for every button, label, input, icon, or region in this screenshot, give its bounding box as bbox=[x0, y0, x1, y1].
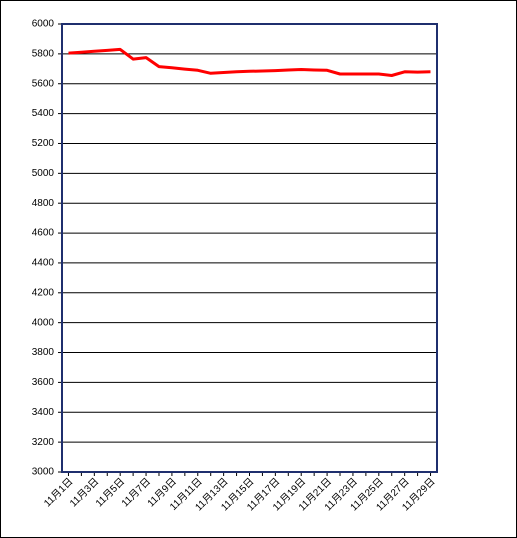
y-tick-label: 4400 bbox=[32, 258, 55, 269]
y-tick-label: 4600 bbox=[32, 228, 55, 239]
y-tick-label: 3800 bbox=[32, 347, 55, 358]
y-tick-label: 3200 bbox=[32, 437, 55, 448]
y-tick-label: 5000 bbox=[32, 168, 55, 179]
y-tick-label: 3600 bbox=[32, 377, 55, 388]
y-tick-label: 5600 bbox=[32, 78, 55, 89]
y-tick-label: 4800 bbox=[32, 198, 55, 209]
y-tick-label: 3000 bbox=[32, 467, 55, 478]
data-line bbox=[68, 47, 431, 77]
plot-area bbox=[62, 24, 437, 472]
y-tick-label: 4000 bbox=[32, 317, 55, 328]
y-tick-label: 3400 bbox=[32, 407, 55, 418]
y-tick-label: 5200 bbox=[32, 138, 55, 149]
plot-border bbox=[61, 23, 438, 473]
y-tick-label: 5400 bbox=[32, 108, 55, 119]
y-tick-label: 5800 bbox=[32, 49, 55, 60]
y-tick-label: 4200 bbox=[32, 287, 55, 298]
y-tick-label: 6000 bbox=[32, 19, 55, 30]
